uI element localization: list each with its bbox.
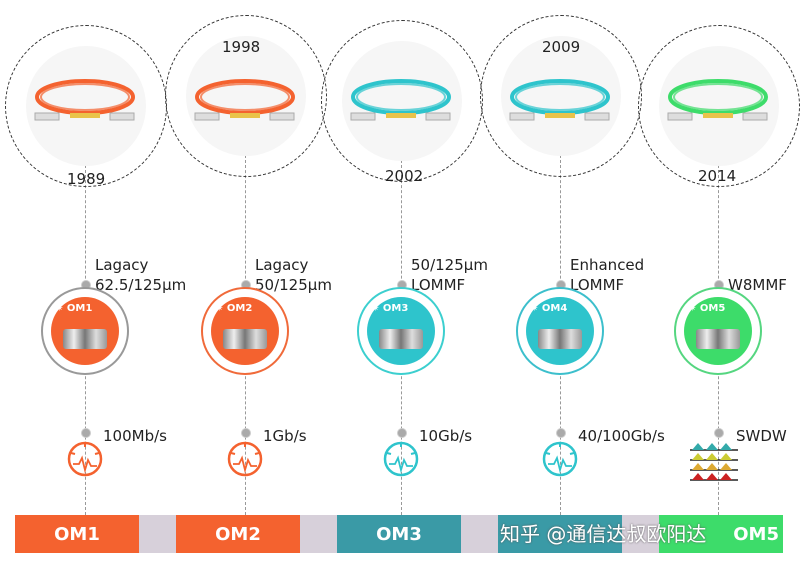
spec-line-2: LOMMF bbox=[411, 276, 466, 294]
fiber-spec: W8MMF bbox=[728, 255, 787, 295]
wavelength-icon bbox=[690, 443, 738, 481]
fiber-spool-icon: ✷ OM4 bbox=[516, 287, 604, 375]
bar-separator bbox=[622, 515, 659, 553]
speed-dot bbox=[397, 428, 407, 438]
spec-line-2: 62.5/125µm bbox=[95, 276, 187, 294]
spec-line-1: Lagacy bbox=[255, 256, 309, 274]
speedometer-icon bbox=[67, 441, 103, 477]
speedometer-icon bbox=[542, 441, 578, 477]
speed-dot bbox=[241, 428, 251, 438]
speedometer-icon bbox=[383, 441, 419, 477]
speed-label: 1Gb/s bbox=[263, 427, 307, 445]
watermark: 知乎 @通信达叔欧阳达 bbox=[500, 522, 707, 546]
speedometer-icon bbox=[227, 441, 263, 477]
spec-line-1 bbox=[728, 255, 787, 275]
era-circle bbox=[165, 15, 327, 177]
speed-dot bbox=[556, 428, 566, 438]
fiber-spec: 50/125µm LOMMF bbox=[411, 255, 488, 295]
fiber-spool-icon: ✷ OM5 bbox=[674, 287, 762, 375]
spec-line-2: LOMMF bbox=[570, 276, 625, 294]
patch-cable-image bbox=[34, 79, 135, 121]
patch-cable-image bbox=[194, 79, 295, 121]
bar-separator bbox=[300, 515, 337, 553]
patch-cable-image bbox=[667, 79, 768, 121]
spec-line-2: 50/125µm bbox=[255, 276, 332, 294]
fiber-spec: Enhanced LOMMF bbox=[570, 255, 644, 295]
generation-bar-om2: OM2 bbox=[176, 515, 300, 553]
fiber-spec: Lagacy 62.5/125µm bbox=[95, 255, 186, 295]
spec-line-1: Lagacy bbox=[95, 256, 149, 274]
generation-bar-om4 bbox=[498, 515, 622, 553]
year-label: 1998 bbox=[222, 38, 261, 56]
year-label: 1989 bbox=[67, 170, 106, 188]
bar-separator bbox=[139, 515, 176, 553]
fiber-spool-icon: ✷ OM2 bbox=[201, 287, 289, 375]
speed-label: 10Gb/s bbox=[419, 427, 473, 445]
generation-bar-om1: OM1 bbox=[15, 515, 139, 553]
spec-line-1: 50/125µm bbox=[411, 256, 488, 274]
fiber-spec: Lagacy 50/125µm bbox=[255, 255, 332, 295]
fiber-spool-icon: ✷ OM1 bbox=[41, 287, 129, 375]
fiber-spool-icon: ✷ OM3 bbox=[357, 287, 445, 375]
era-circle bbox=[480, 15, 642, 177]
year-label: 2014 bbox=[698, 167, 737, 185]
spec-line-2: W8MMF bbox=[728, 276, 787, 294]
patch-cable-image bbox=[509, 79, 610, 121]
speed-dot bbox=[714, 428, 724, 438]
bar-separator bbox=[461, 515, 498, 553]
generation-bar-om3: OM3 bbox=[337, 515, 461, 553]
generation-bar-om5: OM5 bbox=[659, 515, 783, 553]
speed-label: 100Mb/s bbox=[103, 427, 167, 445]
speed-label: SWDW bbox=[736, 427, 787, 445]
year-label: 2002 bbox=[385, 167, 424, 185]
year-label: 2009 bbox=[542, 38, 581, 56]
patch-cable-image bbox=[350, 79, 451, 121]
speed-label: 40/100Gb/s bbox=[578, 427, 665, 445]
speed-dot bbox=[81, 428, 91, 438]
spec-line-1: Enhanced bbox=[570, 256, 645, 274]
